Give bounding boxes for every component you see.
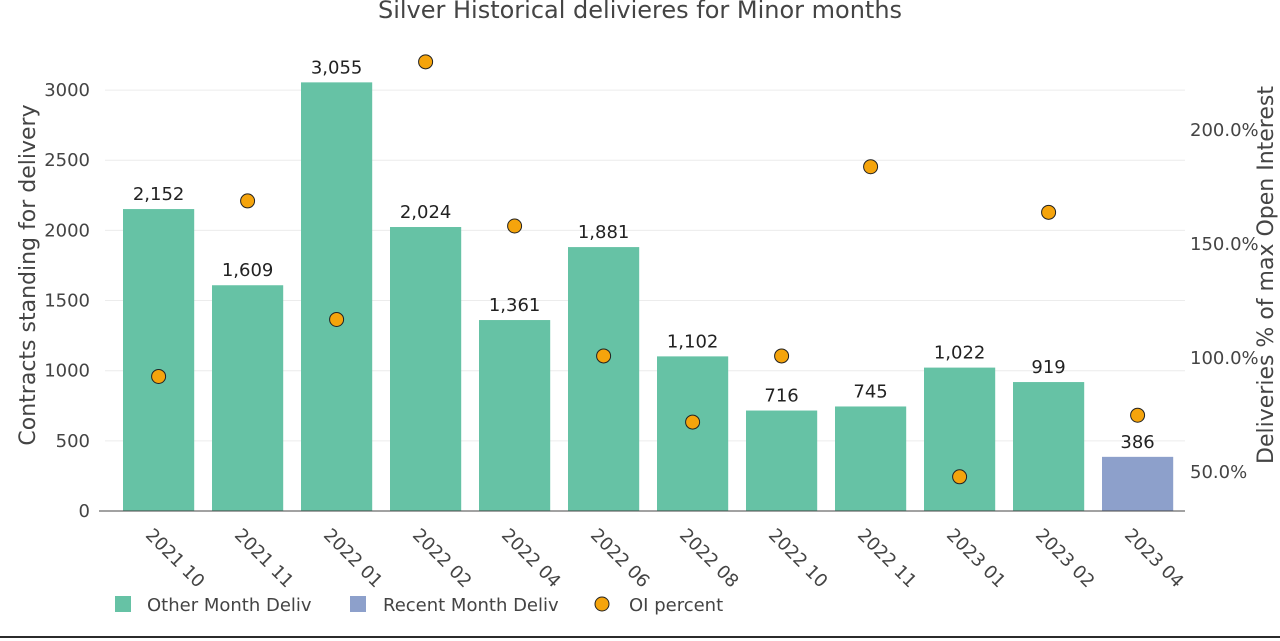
bar-2022-08[interactable] [657, 356, 729, 511]
y-tick-label: 500 [56, 431, 90, 452]
x-tick-label: 2022 08 [675, 525, 742, 592]
legend-swatch-oi-percent [594, 596, 610, 612]
bar-2021-11[interactable] [212, 285, 284, 511]
x-tick-label: 2023 01 [942, 525, 1009, 592]
y-tick-label: 1500 [44, 291, 90, 312]
chart-title: Silver Historical delivieres for Minor m… [378, 0, 902, 24]
oi-point-2021-10[interactable] [151, 368, 167, 384]
oi-point-2022-04[interactable] [507, 218, 523, 234]
bar-data-labels: 2,152 1,609 3,055 2,024 1,361 1,881 1,102 716 74… [133, 57, 1155, 452]
legend-label-oi-percent: OI percent [629, 595, 723, 616]
y2-tick-label: 150.0% [1190, 234, 1259, 255]
oi-point-2023-02[interactable] [1041, 204, 1057, 220]
bar-2022-11[interactable] [835, 406, 907, 511]
y-tick-label: 2500 [44, 150, 90, 171]
y-tick-label: 2000 [44, 220, 90, 241]
y-tick-label: 0 [79, 501, 90, 522]
bar-value-label: 716 [764, 386, 798, 407]
bars [123, 82, 1174, 512]
gridlines [105, 89, 1185, 442]
bar-value-label: 1,881 [578, 222, 630, 243]
x-tick-label: 2023 02 [1031, 525, 1098, 592]
oi-point-2021-11[interactable] [240, 193, 256, 209]
bar-2022-06[interactable] [568, 247, 640, 511]
legend-label-recent-month: Recent Month Deliv [383, 595, 559, 616]
oi-point-2022-02[interactable] [418, 54, 434, 70]
y-axis-ticks: 0 500 1000 1500 2000 2500 3000 [44, 80, 90, 522]
x-tick-label: 2022 10 [764, 525, 831, 592]
oi-point-2023-04[interactable] [1130, 407, 1146, 423]
legend-swatch-recent-month [350, 596, 366, 612]
x-tick-label: 2021 10 [141, 525, 208, 592]
bar-value-label: 1,361 [489, 295, 541, 316]
oi-point-2022-06[interactable] [596, 348, 612, 364]
bar-2023-01[interactable] [924, 367, 996, 511]
bar-2022-01[interactable] [301, 82, 373, 512]
bar-value-label: 1,102 [667, 331, 719, 352]
bar-2022-10[interactable] [746, 410, 818, 511]
oi-points [151, 54, 1146, 485]
y-axis-label: Contracts standing for delivery [16, 104, 41, 445]
bar-value-label: 2,152 [133, 184, 185, 205]
x-tick-label: 2023 04 [1120, 525, 1187, 592]
y2-axis-ticks: 50.0% 100.0% 150.0% 200.0% [1190, 120, 1259, 483]
bar-value-label: 745 [853, 381, 887, 402]
legend-item-recent-month[interactable]: Recent Month Deliv [350, 595, 559, 616]
bar-value-label: 919 [1031, 357, 1065, 378]
oi-point-2022-01[interactable] [329, 311, 345, 327]
legend-swatch-other-month [115, 596, 131, 612]
bar-value-label: 1,609 [222, 260, 274, 281]
x-tick-label: 2022 06 [586, 525, 653, 592]
x-tick-label: 2022 02 [408, 525, 475, 592]
x-axis-ticks: 2021 10 2021 11 2022 01 2022 02 2022 04 2022 … [141, 525, 1187, 592]
y2-tick-label: 200.0% [1190, 120, 1259, 141]
oi-point-2022-11[interactable] [863, 159, 879, 175]
y-tick-label: 1000 [44, 361, 90, 382]
legend-item-oi-percent[interactable]: OI percent [594, 595, 723, 616]
legend-label-other-month: Other Month Deliv [147, 595, 312, 616]
x-tick-label: 2022 01 [319, 525, 386, 592]
x-tick-label: 2022 04 [497, 525, 564, 592]
oi-point-2023-01[interactable] [952, 469, 968, 485]
legend: Other Month Deliv Recent Month Deliv OI … [115, 595, 723, 616]
x-tick-label: 2021 11 [230, 525, 297, 592]
bar-2022-04[interactable] [479, 320, 551, 511]
y2-tick-label: 50.0% [1190, 462, 1247, 483]
bottom-divider [0, 636, 1280, 638]
y2-axis-label: Deliveries % of max Open Interest [1254, 86, 1279, 464]
bar-2023-02[interactable] [1013, 382, 1085, 511]
bar-value-label: 2,024 [400, 202, 452, 223]
y2-tick-label: 100.0% [1190, 348, 1259, 369]
bar-value-label: 386 [1120, 432, 1154, 453]
bar-value-label: 1,022 [934, 343, 986, 364]
bar-2021-10[interactable] [123, 209, 195, 511]
bar-2022-02[interactable] [390, 227, 462, 512]
oi-point-2022-10[interactable] [774, 348, 790, 364]
oi-point-2022-08[interactable] [685, 414, 701, 430]
bar-value-label: 3,055 [311, 57, 363, 78]
x-tick-label: 2022 11 [853, 525, 920, 592]
legend-item-other-month[interactable]: Other Month Deliv [115, 595, 312, 616]
y-tick-label: 3000 [44, 80, 90, 101]
bar-2023-04[interactable] [1102, 456, 1174, 511]
